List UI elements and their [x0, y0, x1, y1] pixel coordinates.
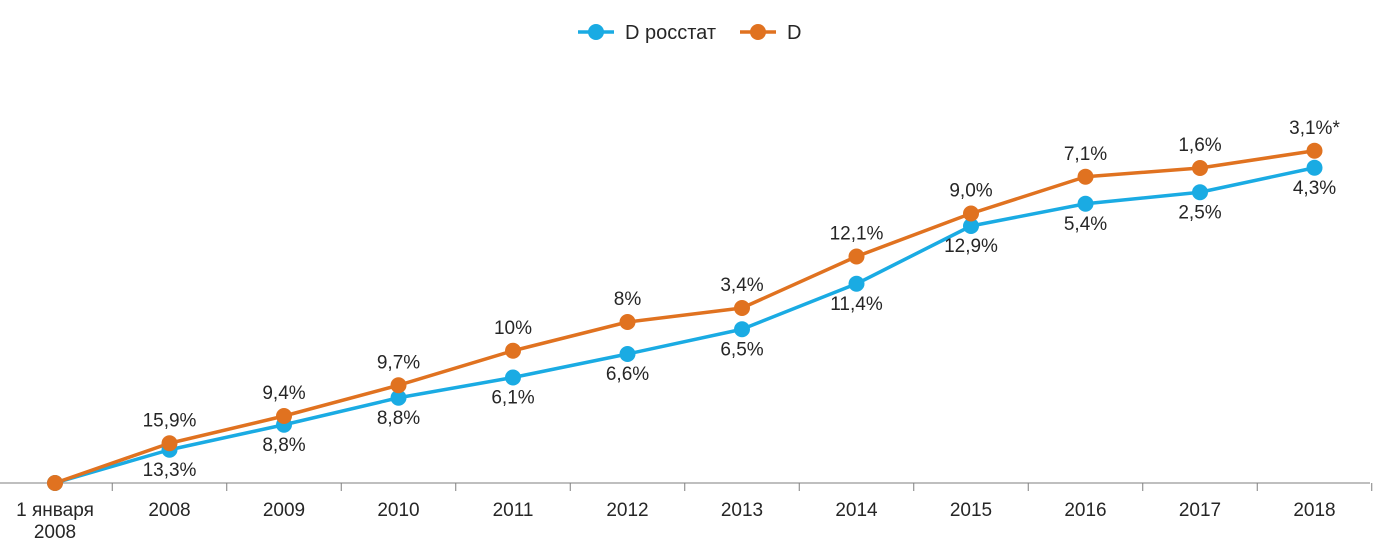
data-label: 15,9%: [143, 410, 197, 431]
data-label: 8,8%: [377, 408, 420, 429]
series-point: [1077, 195, 1094, 212]
x-tick-label: 2014: [835, 500, 878, 521]
data-label: 4,3%: [1293, 178, 1336, 199]
series-point: [1192, 184, 1208, 201]
series-point: [1306, 142, 1323, 159]
series-point: [390, 377, 407, 394]
series-point: [505, 369, 521, 386]
legend-label: D росстат: [625, 22, 716, 44]
data-label: 10%: [494, 318, 532, 339]
data-label: 12,9%: [944, 236, 998, 257]
x-tick-label: 2009: [263, 500, 305, 521]
x-tick-label: 2015: [950, 500, 992, 521]
data-label: 13,3%: [143, 460, 197, 481]
x-axis: 1 января 2008 2008 2009 2010 2011 2012 2013 2014…: [0, 482, 1373, 543]
data-label: 6,6%: [606, 364, 649, 385]
legend: D росстат D: [578, 22, 801, 44]
x-tick-label: 2008: [148, 500, 190, 521]
x-tick-label: 1 января 2008: [16, 500, 94, 543]
x-tick-label: 2016: [1064, 500, 1106, 521]
series-point: [390, 389, 407, 406]
series-point: [848, 275, 865, 292]
data-label: 6,5%: [720, 339, 763, 360]
series-point: [505, 342, 521, 359]
series-point: [619, 346, 636, 362]
x-tick-label: 2013: [721, 500, 763, 521]
series-point: [619, 314, 636, 330]
x-tick-label: 2018: [1293, 500, 1335, 521]
series-point: [1192, 160, 1208, 176]
series-point: [734, 321, 750, 338]
data-label: 8%: [614, 289, 642, 310]
series-lines: [47, 142, 1323, 491]
data-label: 3,1%*: [1289, 118, 1340, 139]
data-label: 12,1%: [830, 224, 884, 245]
series-point: [161, 435, 178, 452]
series-point: [276, 408, 292, 424]
series-point: [47, 475, 63, 491]
data-label: 9,7%: [377, 352, 420, 373]
series-point: [1077, 168, 1094, 185]
x-tick-label: 2010: [377, 500, 419, 521]
data-label: 9,4%: [262, 383, 305, 404]
legend-label: D: [787, 22, 801, 44]
series-point: [734, 300, 750, 316]
data-label: 9,0%: [949, 181, 992, 202]
x-tick-label: 2012: [606, 500, 648, 521]
data-label: 1,6%: [1178, 135, 1221, 156]
series-point: [963, 205, 979, 222]
data-label: 7,1%: [1064, 144, 1107, 165]
x-tick-label: 2017: [1179, 500, 1221, 521]
data-label: 5,4%: [1064, 214, 1107, 235]
series-point: [963, 218, 979, 234]
data-label: 6,1%: [491, 388, 534, 409]
data-labels: 13,3% 8,8% 8,8% 6,1% 6,6% 6,5% 11,4% 12,9% 5,4% 2…: [143, 118, 1341, 481]
data-label: 11,4%: [830, 294, 883, 315]
series-line: [54, 149, 1315, 485]
series-point: [848, 248, 865, 265]
legend-marker: [588, 24, 604, 40]
data-label: 8,8%: [262, 435, 305, 456]
x-tick-label: 2011: [493, 500, 534, 521]
series-line: [54, 166, 1315, 485]
legend-marker: [750, 24, 766, 40]
data-label: 2,5%: [1178, 202, 1221, 223]
data-label: 3,4%: [720, 275, 763, 296]
series-point: [1306, 159, 1323, 176]
